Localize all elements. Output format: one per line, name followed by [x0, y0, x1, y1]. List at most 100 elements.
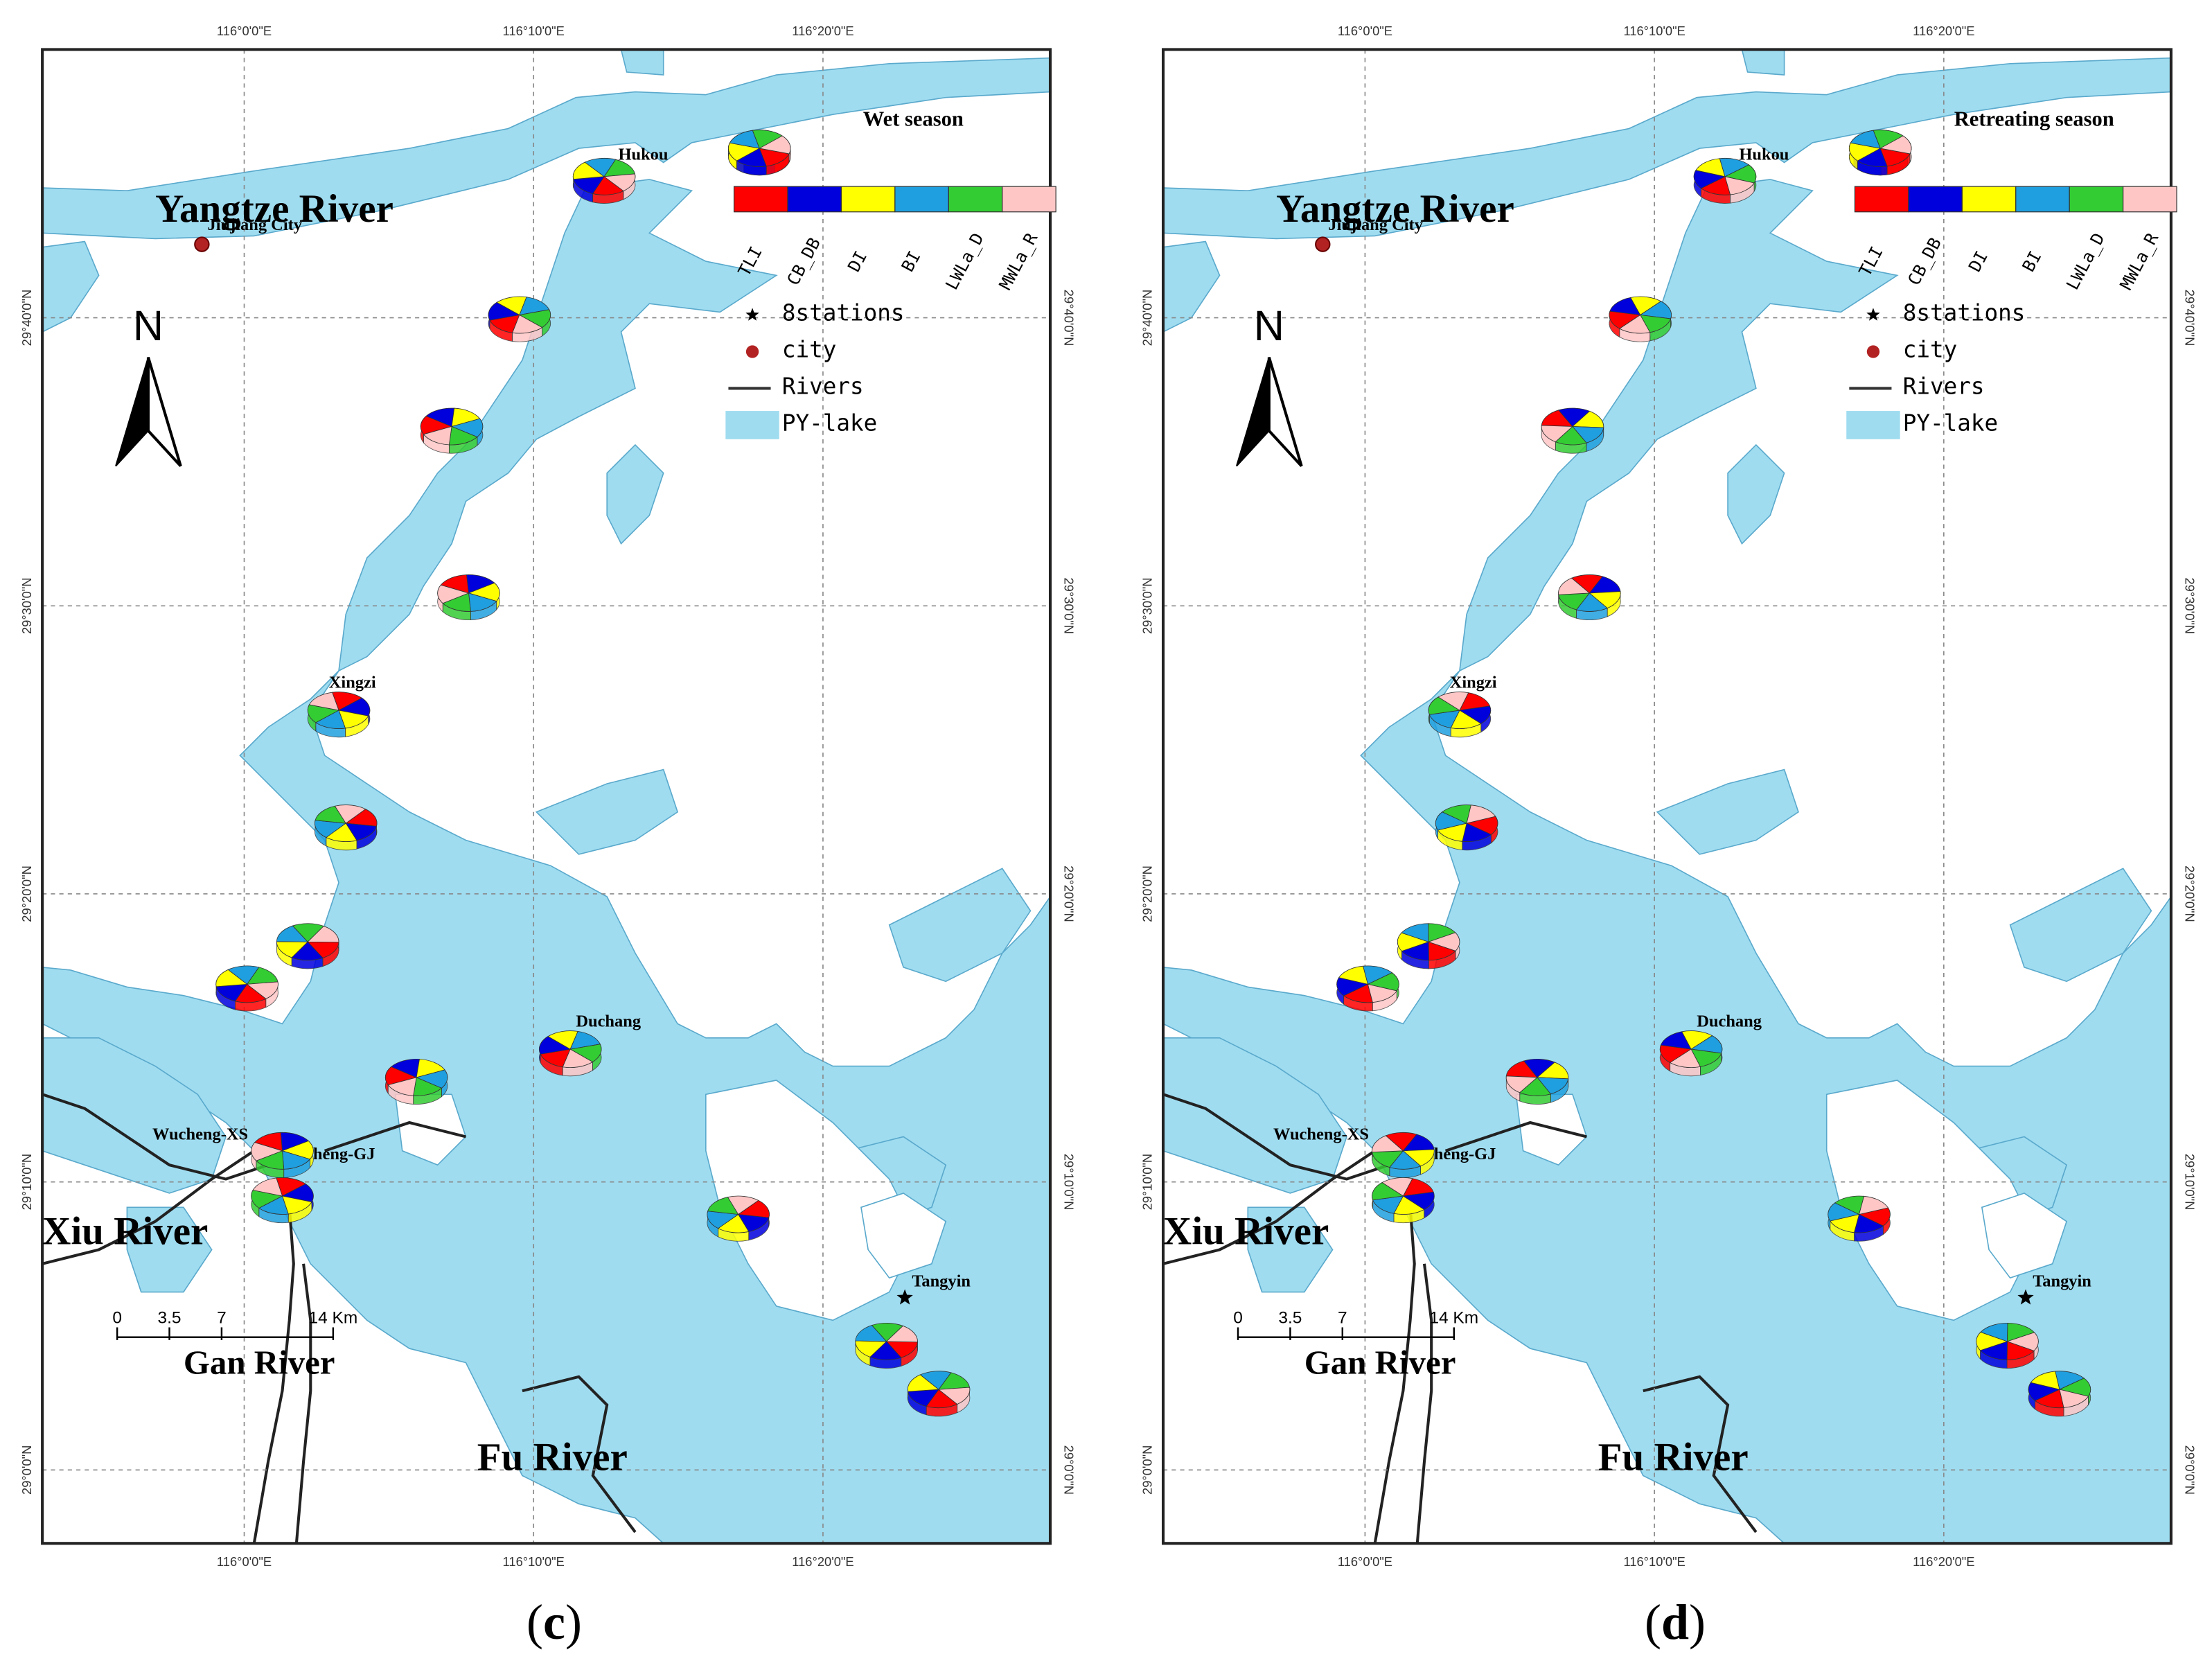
label-hukou: Hukou: [618, 145, 668, 164]
map-frame: [41, 48, 1052, 1545]
lon-label-top: 116°10'0"E: [1623, 24, 1685, 38]
pie-marker: [1541, 407, 1604, 454]
color-swatch: [1854, 186, 1909, 213]
pie-marker: [315, 805, 378, 851]
label-fu-river: Fu River: [1598, 1435, 1749, 1479]
lat-label-left: 29°30'0"N: [19, 577, 34, 634]
lat-label-right: 29°40'0"N: [1061, 290, 1076, 346]
legend-label-rivers: Rivers: [782, 373, 864, 400]
scale-tick-label: 14 Km: [309, 1308, 358, 1327]
lat-label-left: 29°20'0"N: [1140, 865, 1155, 922]
pie-marker: [707, 1195, 770, 1242]
lat-label-left: 29°30'0"N: [1140, 577, 1155, 634]
lat-label-left: 29°40'0"N: [19, 290, 34, 346]
lon-label-bottom: 116°0'0"E: [1338, 1554, 1392, 1569]
color-swatch: [2069, 186, 2124, 213]
lat-label-right: 29°20'0"N: [1061, 865, 1076, 922]
pie-marker: [437, 574, 500, 621]
lat-label-right: 29°30'0"N: [1061, 577, 1076, 634]
season-title: Retreating season: [1954, 107, 2114, 130]
label-xiu-river: Xiu River: [1163, 1209, 1329, 1253]
lon-label-top: 116°10'0"E: [503, 24, 565, 38]
color-swatch: [733, 186, 788, 213]
pie-marker: [1558, 574, 1621, 621]
legend-label-city: city: [782, 337, 836, 363]
lon-label-bottom: 116°10'0"E: [503, 1554, 565, 1569]
pie-marker: [1397, 923, 1460, 969]
color-swatch: [894, 186, 949, 213]
label-yangtze-river: Yangtze River: [155, 187, 393, 231]
pie-marker: [1505, 1058, 1569, 1105]
pie-marker: [539, 1030, 602, 1077]
lat-label-left: 29°40'0"N: [1140, 290, 1155, 346]
scale-tick-label: 3.5: [1278, 1308, 1302, 1327]
lon-label-top: 116°20'0"E: [792, 24, 853, 38]
lon-label-top: 116°20'0"E: [1913, 24, 1974, 38]
scale-bar: 0 3.5 7 14 Km: [1233, 1308, 1478, 1340]
pie-marker: [488, 296, 551, 342]
label-xingzi: Xingzi: [1450, 673, 1497, 692]
label-jiujiang-city: Jiujiang City: [208, 216, 302, 234]
pie-marker: [1372, 1132, 1435, 1178]
color-swatch: [2123, 186, 2177, 213]
lat-label-left: 29°10'0"N: [19, 1154, 34, 1211]
lon-label-top: 116°0'0"E: [1338, 24, 1392, 38]
pie-marker: [1693, 157, 1757, 204]
pie-marker: [1336, 965, 1399, 1012]
color-swatch: [840, 186, 896, 213]
city-dot-icon: [194, 236, 210, 252]
label-gan-river: Gan River: [184, 1344, 335, 1382]
scale-tick-label: 0: [112, 1308, 122, 1327]
panel-caption-d: (d): [1644, 1594, 1706, 1650]
legend-lake-swatch-icon: [725, 411, 779, 439]
pie-marker: [907, 1371, 971, 1417]
city-dot-icon: [1315, 236, 1331, 252]
legend-label-city: city: [1903, 337, 1957, 363]
color-swatch: [948, 186, 1003, 213]
color-swatch: [787, 186, 842, 213]
scale-tick-label: 3.5: [158, 1308, 182, 1327]
legend-label-stations: 8stations: [1903, 300, 2026, 326]
label-jiujiang-city: Jiujiang City: [1328, 216, 1422, 234]
pie-marker: [1659, 1030, 1723, 1077]
north-arrow-icon: N: [1236, 302, 1303, 467]
pie-marker: [1372, 1177, 1435, 1224]
legend-city-dot-icon: [1866, 345, 1880, 358]
lat-label-left: 29°0'0"N: [1140, 1445, 1155, 1495]
north-arrow-label: N: [1254, 302, 1284, 349]
legend-label-lake: PY-lake: [782, 410, 877, 437]
pie-marker: [215, 965, 278, 1012]
pie-marker: [307, 692, 371, 738]
pie-marker: [1428, 692, 1492, 738]
lat-label-right: 29°40'0"N: [2182, 290, 2197, 346]
label-duchang: Duchang: [1697, 1012, 1762, 1030]
legend-star-icon: [1866, 308, 1880, 321]
legend-label-rivers: Rivers: [1903, 373, 1985, 400]
scale-tick-label: 0: [1233, 1308, 1243, 1327]
legend-label-stations: 8stations: [782, 300, 905, 326]
lat-label-right: 29°30'0"N: [2182, 577, 2197, 634]
color-swatch: [1961, 186, 2017, 213]
label-wucheng-xs: Wucheng-XS: [1273, 1125, 1369, 1144]
lat-label-left: 29°0'0"N: [19, 1445, 34, 1495]
color-swatch: [1002, 186, 1056, 213]
lon-label-bottom: 116°20'0"E: [1913, 1554, 1974, 1569]
label-xingzi: Xingzi: [329, 673, 376, 692]
color-swatch: [1908, 186, 1963, 213]
pie-marker: [855, 1322, 918, 1369]
legend-pie-icon: [1848, 130, 1912, 176]
pie-marker: [276, 923, 339, 969]
symbol-legend: 8stations city Rivers PY-lake: [725, 300, 904, 439]
pie-marker: [1828, 1195, 1891, 1242]
lat-label-right: 29°10'0"N: [2182, 1154, 2197, 1211]
pie-marker: [2028, 1371, 2091, 1417]
pie-marker: [420, 407, 484, 454]
label-gan-river: Gan River: [1304, 1344, 1456, 1382]
legend-city-dot-icon: [745, 345, 759, 358]
label-tangyin: Tangyin: [2033, 1272, 2091, 1290]
lon-label-bottom: 116°20'0"E: [792, 1554, 853, 1569]
pie-marker: [1976, 1322, 2039, 1369]
label-hukou: Hukou: [1739, 145, 1789, 164]
map-frame: [1161, 48, 2173, 1545]
